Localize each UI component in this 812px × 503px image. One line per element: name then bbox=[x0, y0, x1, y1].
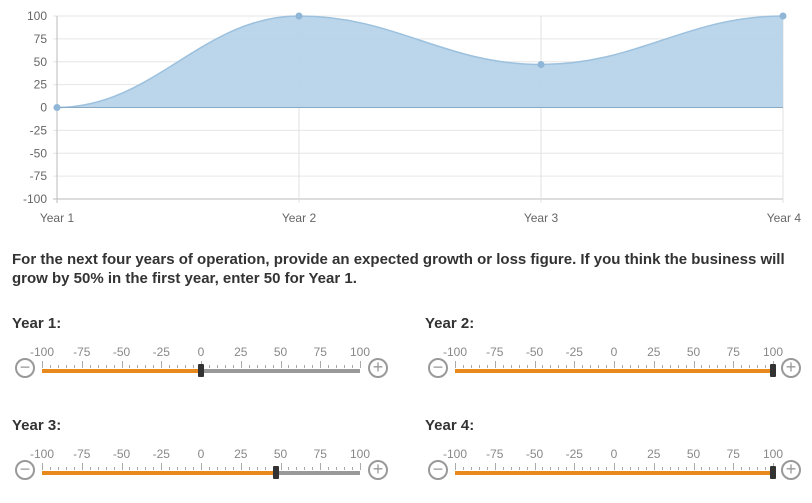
y-tick-label: -75 bbox=[30, 169, 48, 183]
slider-track[interactable] bbox=[455, 364, 776, 377]
slider-tick-label: 100 bbox=[349, 447, 371, 461]
instructions-text: For the next four years of operation, pr… bbox=[12, 251, 785, 287]
slider-tick-label: 50 bbox=[686, 447, 701, 461]
slider-handle[interactable] bbox=[272, 466, 279, 479]
slider-tick-label: -25 bbox=[152, 345, 170, 359]
slider-tick-label: 50 bbox=[273, 447, 288, 461]
y-tick-label: 75 bbox=[34, 32, 48, 46]
y-tick-label: 0 bbox=[40, 101, 47, 115]
y-tick-label: 50 bbox=[34, 55, 48, 69]
slider-tick-label: -25 bbox=[565, 447, 583, 461]
year-slider-4: Year 4: -100 -75 -50 -25 0 25 50 75 100 − + bbox=[413, 417, 803, 497]
slider-tick-label: 25 bbox=[647, 447, 661, 461]
year-slider-2: Year 2: -100 -75 -50 -25 0 25 50 75 100 − + bbox=[413, 315, 803, 395]
slider-tick-label: -50 bbox=[112, 447, 131, 461]
year-slider-1: Year 1: -100 -75 -50 -25 0 25 50 75 100 − + bbox=[0, 315, 390, 395]
slider-ticks bbox=[42, 462, 361, 470]
slider-handle[interactable] bbox=[198, 364, 204, 377]
slider-handle[interactable] bbox=[770, 466, 776, 479]
slider-fill bbox=[455, 369, 773, 373]
year-slider-3: Year 3: -100 -75 -50 -25 0 25 50 75 100 − + bbox=[0, 417, 390, 497]
x-tick-label: Year 3 bbox=[524, 211, 559, 225]
slider-tick-label: 0 bbox=[610, 447, 618, 461]
growth-chart: 100 75 50 25 0 -25 -50 -75 -100 Year 1 Year 2 Year … bbox=[23, 9, 802, 225]
x-tick-label: Year 2 bbox=[282, 211, 317, 225]
slider-tick-label: 25 bbox=[234, 447, 248, 461]
slider-ticks bbox=[455, 360, 774, 368]
y-tick-label: 25 bbox=[34, 78, 48, 92]
slider-ticks bbox=[455, 462, 774, 470]
y-tick-label: -100 bbox=[23, 192, 47, 206]
slider-tick-label: 75 bbox=[726, 447, 740, 461]
slider-label: Year 4: bbox=[425, 417, 475, 434]
slider-tick-label: 100 bbox=[762, 345, 784, 359]
y-tick-label: -25 bbox=[30, 123, 48, 137]
slider-tick-label: -100 bbox=[442, 345, 468, 359]
slider-track[interactable] bbox=[42, 466, 360, 479]
decrease-button[interactable]: − bbox=[15, 358, 35, 378]
decrease-button[interactable]: − bbox=[428, 358, 448, 378]
increase-button[interactable]: + bbox=[368, 460, 388, 480]
series-line bbox=[56, 15, 784, 109]
data-point bbox=[295, 12, 303, 20]
slider-track[interactable] bbox=[42, 364, 360, 377]
y-tick-label: -50 bbox=[30, 146, 48, 160]
slider-tick-label: 25 bbox=[234, 345, 248, 359]
slider-tick-label: -100 bbox=[29, 447, 55, 461]
slider-tick-label: -100 bbox=[442, 447, 468, 461]
x-tick-label: Year 1 bbox=[40, 211, 75, 225]
slider-tick-label: -50 bbox=[525, 345, 544, 359]
slider-tick-label: -100 bbox=[29, 345, 55, 359]
slider-tick-label: -25 bbox=[565, 345, 583, 359]
slider-tick-label: -50 bbox=[525, 447, 544, 461]
slider-tick-label: 50 bbox=[686, 345, 701, 359]
slider-fill bbox=[42, 369, 201, 373]
slider-tick-label: 0 bbox=[197, 345, 205, 359]
data-point bbox=[779, 12, 787, 20]
slider-fill bbox=[42, 471, 276, 475]
slider-tick-label: 75 bbox=[313, 345, 327, 359]
increase-button[interactable]: + bbox=[368, 358, 388, 378]
decrease-button[interactable]: − bbox=[15, 460, 35, 480]
slider-tick-label: -50 bbox=[112, 345, 131, 359]
slider-tick-label: 100 bbox=[762, 447, 784, 461]
x-tick-label: Year 4 bbox=[767, 211, 802, 225]
y-tick-label: 100 bbox=[27, 9, 47, 23]
slider-tick-label: 0 bbox=[197, 447, 205, 461]
slider-tick-label: 100 bbox=[349, 345, 371, 359]
slider-handle[interactable] bbox=[770, 364, 776, 377]
slider-tick-label: -75 bbox=[486, 447, 504, 461]
slider-label: Year 1: bbox=[12, 315, 62, 332]
slider-tick-label: 50 bbox=[273, 345, 288, 359]
slider-label: Year 3: bbox=[12, 417, 62, 434]
increase-button[interactable]: + bbox=[781, 460, 801, 480]
slider-label: Year 2: bbox=[425, 315, 475, 332]
slider-tick-label: -75 bbox=[486, 345, 504, 359]
slider-tick-label: -25 bbox=[152, 447, 170, 461]
slider-tick-label: 0 bbox=[610, 345, 618, 359]
slider-tick-label: 75 bbox=[313, 447, 327, 461]
slider-fill bbox=[455, 471, 773, 475]
data-point bbox=[537, 60, 545, 68]
increase-button[interactable]: + bbox=[781, 358, 801, 378]
slider-tick-label: -75 bbox=[73, 447, 91, 461]
slider-tick-label: 25 bbox=[647, 345, 661, 359]
data-point bbox=[53, 104, 61, 111]
decrease-button[interactable]: − bbox=[428, 460, 448, 480]
slider-tick-label: -75 bbox=[73, 345, 91, 359]
slider-track[interactable] bbox=[455, 466, 776, 479]
area-fill bbox=[57, 16, 783, 108]
slider-tick-label: 75 bbox=[726, 345, 740, 359]
